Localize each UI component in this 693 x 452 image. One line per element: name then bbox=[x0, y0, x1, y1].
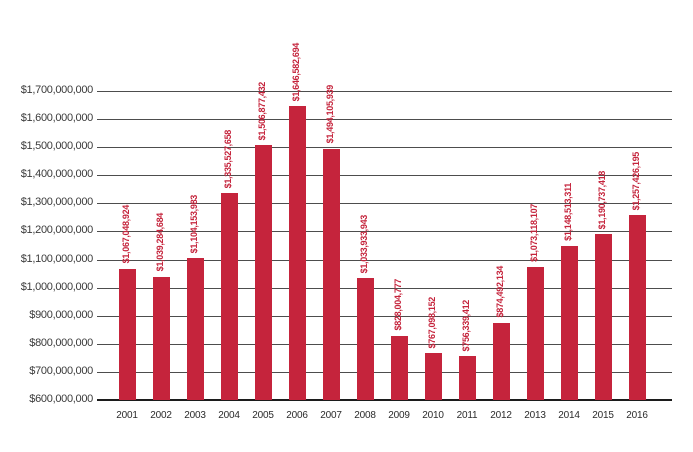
bar bbox=[526, 267, 544, 400]
bar bbox=[356, 278, 374, 400]
y-axis-label: $1,600,000,000 bbox=[20, 112, 94, 125]
y-axis-label: $1,000,000,000 bbox=[20, 280, 94, 293]
x-axis-label: 2009 bbox=[388, 410, 410, 421]
baseline bbox=[97, 399, 672, 401]
bar bbox=[118, 268, 136, 400]
bar-value-label: $1,257,426,195 bbox=[631, 151, 641, 211]
plot-area: $1,067,048,924 2001 $1,039,284,684 2002 $1,1… bbox=[97, 43, 672, 421]
bar-value-label: $1,039,284,684 bbox=[155, 213, 165, 272]
gridline bbox=[97, 371, 672, 373]
bar-value-label: $1,506,877,432 bbox=[257, 81, 267, 141]
bar bbox=[628, 215, 646, 400]
y-axis-label: $900,000,000 bbox=[29, 308, 93, 321]
bar bbox=[186, 258, 204, 400]
x-axis-label: 2013 bbox=[524, 410, 546, 421]
bar bbox=[254, 145, 272, 400]
bar-value-label: $828,004,777 bbox=[393, 279, 403, 331]
gridline bbox=[97, 203, 672, 205]
y-axis-label: $1,300,000,000 bbox=[20, 196, 94, 209]
bar bbox=[458, 356, 476, 400]
y-axis-label: $1,400,000,000 bbox=[20, 168, 94, 181]
y-axis-label: $1,100,000,000 bbox=[20, 252, 94, 265]
y-axis-label: $1,700,000,000 bbox=[20, 84, 94, 96]
bar bbox=[390, 335, 408, 400]
bar-value-label: $756,339,412 bbox=[461, 299, 471, 352]
x-axis-label: 2008 bbox=[354, 410, 376, 421]
gridline bbox=[97, 259, 672, 261]
x-axis-label: 2014 bbox=[558, 410, 580, 421]
y-axis-label: $700,000,000 bbox=[29, 364, 93, 377]
y-axis-label: $800,000,000 bbox=[29, 336, 93, 349]
x-axis-label: 2006 bbox=[286, 410, 308, 421]
gridline bbox=[97, 175, 672, 177]
bar bbox=[424, 353, 442, 400]
bar-value-label: $1,104,153,983 bbox=[189, 195, 199, 254]
gridline bbox=[97, 343, 672, 345]
x-axis-label: 2001 bbox=[116, 410, 138, 421]
bar bbox=[594, 234, 612, 400]
gridline bbox=[97, 119, 672, 121]
x-axis-label: 2004 bbox=[218, 410, 240, 421]
x-axis-label: 2002 bbox=[150, 410, 172, 421]
bar-value-label: $1,073,118,107 bbox=[529, 204, 539, 263]
bar bbox=[492, 322, 510, 400]
bar-value-label: $874,492,134 bbox=[495, 266, 505, 318]
x-axis-label: 2005 bbox=[252, 410, 274, 421]
bar-value-label: $1,335,527,658 bbox=[223, 130, 233, 189]
bar-value-label: $1,190,737,418 bbox=[597, 170, 607, 230]
bar-value-label: $1,033,933,943 bbox=[359, 214, 369, 274]
gridline bbox=[97, 287, 672, 289]
gridline bbox=[97, 315, 672, 317]
x-axis-label: 2003 bbox=[184, 410, 206, 421]
x-axis-label: 2015 bbox=[592, 410, 614, 421]
bar-value-label: $1,067,048,924 bbox=[121, 205, 131, 264]
bar bbox=[288, 106, 306, 400]
x-axis-label: 2007 bbox=[320, 410, 342, 421]
bar bbox=[220, 193, 238, 400]
x-axis-label: 2010 bbox=[422, 410, 444, 421]
y-axis-label: $600,000,000 bbox=[29, 393, 93, 405]
x-axis-label: 2016 bbox=[626, 410, 648, 421]
gridline bbox=[97, 147, 672, 149]
bar-value-label: $1,646,582,694 bbox=[291, 42, 301, 102]
y-axis-label: $1,500,000,000 bbox=[20, 140, 94, 153]
bar bbox=[560, 245, 578, 400]
x-axis-label: 2011 bbox=[456, 410, 478, 421]
gridline bbox=[97, 91, 672, 92]
x-axis-label: 2012 bbox=[490, 410, 512, 421]
bar-value-label: $1,494,105,939 bbox=[325, 85, 335, 144]
y-axis-label: $1,200,000,000 bbox=[20, 224, 94, 237]
bar-value-label: $767,098,152 bbox=[427, 296, 437, 349]
bar-value-label: $1,148,513,311 bbox=[563, 183, 573, 241]
bar bbox=[152, 276, 170, 400]
gridline bbox=[97, 231, 672, 233]
bar bbox=[322, 148, 340, 400]
